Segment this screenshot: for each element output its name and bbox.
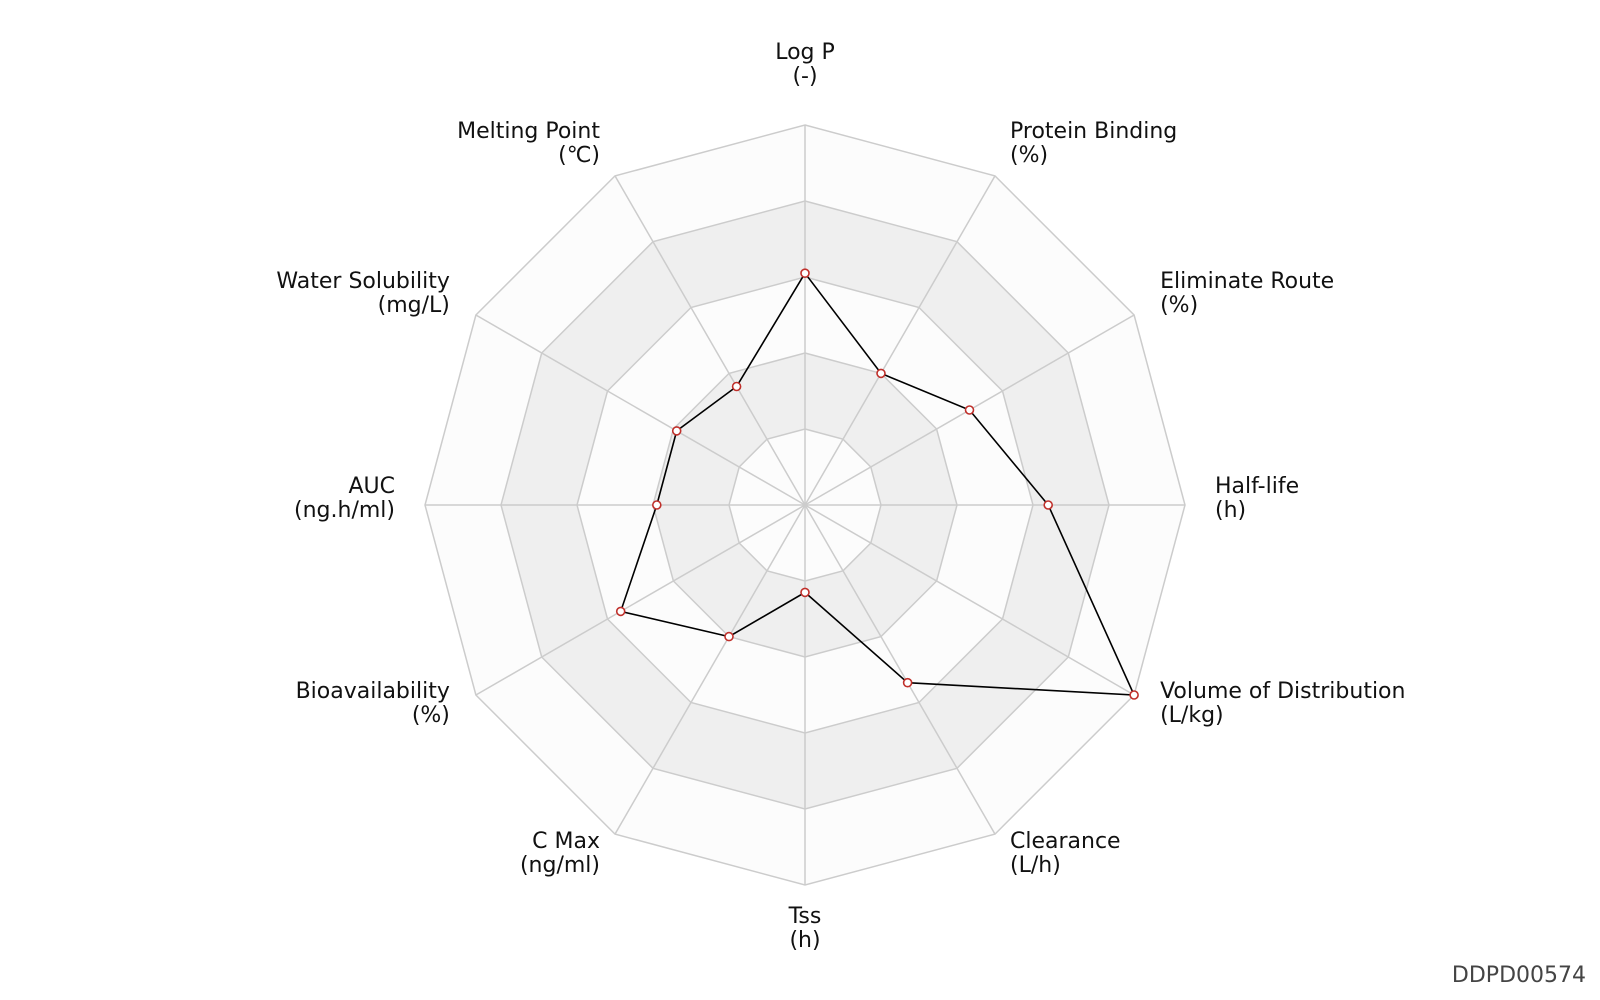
axis-unit: (%): [412, 703, 450, 728]
axis-spoke: [475, 504, 806, 696]
data-point: [876, 368, 886, 379]
axis-name: Clearance: [1010, 829, 1121, 854]
axis-unit: (L/kg): [1160, 703, 1224, 728]
data-point: [731, 381, 742, 392]
axis-name: Bioavailability: [296, 679, 450, 704]
data-series: [615, 268, 1139, 700]
axis-name: Eliminate Route: [1160, 269, 1334, 294]
axis-label: Half-life (h): [1215, 474, 1299, 523]
axis-label: Clearance (L/h): [1010, 829, 1121, 878]
axis-label: AUC (ng.h/ml): [294, 474, 395, 523]
data-point: [902, 677, 913, 688]
axis-spoke: [614, 175, 806, 506]
data-point: [615, 606, 626, 617]
axis-unit: (h): [789, 928, 820, 953]
axis-label: Protein Binding (%): [1010, 119, 1177, 168]
axis-unit: (-): [792, 64, 817, 89]
axis-name: AUC: [348, 474, 395, 499]
axis-spoke: [804, 504, 1135, 696]
data-point: [1043, 500, 1053, 510]
axis-unit: (ng.h/ml): [294, 498, 395, 523]
axis-name: Tss: [788, 904, 822, 929]
axis-spoke: [804, 175, 996, 506]
data-point: [800, 268, 810, 279]
dataset-id: DDPD00574: [1451, 963, 1586, 988]
axis-name: Log P: [775, 40, 835, 65]
data-point: [651, 500, 662, 510]
axis-label: Log P (-): [775, 40, 835, 89]
axis-label: Bioavailability (%): [296, 679, 450, 728]
axis-labels: Log P (-)Protein Binding (%)Eliminate Rout…: [276, 40, 1405, 953]
axis-name: Water Solubility: [276, 269, 449, 294]
axis-spoke: [614, 504, 806, 835]
axis-name: Half-life: [1215, 474, 1299, 499]
axis-spokes: [425, 125, 1185, 885]
axis-label: C Max (ng/ml): [520, 829, 600, 878]
data-point: [724, 631, 734, 642]
axis-unit: (L/h): [1010, 853, 1061, 878]
axis-label: Volume of Distribution (L/kg): [1160, 679, 1405, 728]
axis-unit: (%): [1160, 293, 1198, 318]
data-point: [1129, 690, 1139, 700]
axis-name: C Max: [532, 829, 600, 854]
axis-label: Water Solubility (mg/L): [276, 269, 449, 318]
axis-spoke: [475, 314, 806, 506]
axis-unit: (h): [1215, 498, 1246, 523]
axis-spoke: [804, 504, 996, 835]
axis-unit: (%): [1010, 143, 1048, 168]
axis-name: Volume of Distribution: [1160, 679, 1405, 704]
axis-label: Eliminate Route (%): [1160, 269, 1334, 318]
data-point: [800, 587, 810, 598]
data-point: [964, 405, 975, 415]
axis-unit: (ng/ml): [520, 853, 600, 878]
axis-unit: (mg/L): [378, 293, 450, 318]
data-point: [671, 426, 682, 436]
axis-label: Tss (h): [788, 904, 822, 953]
axis-unit: (℃): [558, 143, 600, 168]
axis-name: Protein Binding: [1010, 119, 1177, 144]
axis-name: Melting Point: [457, 119, 600, 144]
axis-label: Melting Point (℃): [457, 119, 600, 168]
